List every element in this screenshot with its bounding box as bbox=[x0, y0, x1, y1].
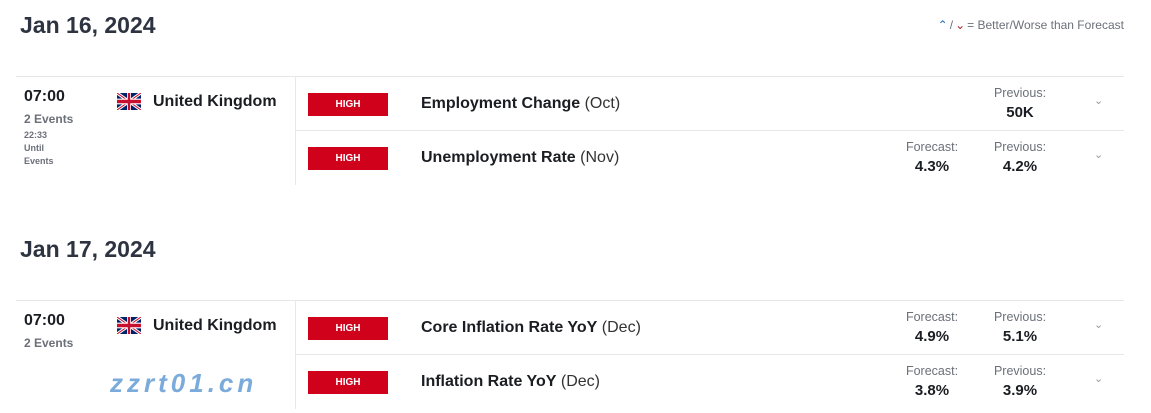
worse-than-forecast-icon: ⌄ bbox=[955, 18, 966, 32]
watermark: zzrt01.cn bbox=[110, 368, 258, 398]
countdown: 22:33 Until Events bbox=[24, 129, 54, 168]
forecast-value: 4.9% bbox=[914, 328, 950, 345]
previous-label: Previous: bbox=[993, 364, 1047, 378]
previous: Previous: 4.2% bbox=[985, 140, 1055, 175]
previous: Previous: 3.9% bbox=[985, 364, 1055, 399]
event-row[interactable]: HIGH Unemployment Rate (Nov) Forecast: 4.… bbox=[296, 131, 1124, 185]
impact-badge: HIGH bbox=[308, 317, 388, 340]
countdown-line: Until bbox=[24, 143, 44, 153]
event-row[interactable]: HIGH Inflation Rate YoY (Dec) Forecast: 3… bbox=[296, 355, 1124, 409]
date-heading: Jan 17, 2024 bbox=[20, 236, 156, 262]
event-title[interactable]: Core Inflation Rate YoY (Dec) bbox=[421, 319, 641, 337]
event-row[interactable]: HIGH Employment Change (Oct) Previous: 50… bbox=[296, 77, 1124, 131]
chevron-down-icon[interactable]: ⌄ bbox=[1094, 319, 1104, 331]
countdown-line: Events bbox=[24, 156, 54, 166]
group-info: 07:00 2 Events 22:33 Until Events United K… bbox=[16, 77, 296, 185]
event-group: 07:00 2 Events United Kingdom HIGH Core … bbox=[16, 300, 1124, 409]
previous-value: 4.2% bbox=[1002, 158, 1038, 175]
event-row[interactable]: HIGH Core Inflation Rate YoY (Dec) Forec… bbox=[296, 301, 1124, 355]
forecast: Forecast: 4.3% bbox=[897, 140, 967, 175]
country-name: United Kingdom bbox=[153, 93, 277, 110]
forecast-value: 3.8% bbox=[914, 382, 950, 399]
event-count: 2 Events bbox=[24, 112, 74, 126]
previous-label: Previous: bbox=[993, 140, 1047, 154]
chevron-down-icon[interactable]: ⌄ bbox=[1094, 95, 1104, 107]
forecast-label: Forecast: bbox=[905, 140, 959, 154]
forecast-legend: ⌃ / ⌄ = Better/Worse than Forecast bbox=[937, 18, 1124, 32]
group-info: 07:00 2 Events United Kingdom bbox=[16, 301, 296, 409]
better-than-forecast-icon: ⌃ bbox=[937, 18, 948, 32]
previous-label: Previous: bbox=[993, 86, 1047, 100]
event-group: 07:00 2 Events 22:33 Until Events United K… bbox=[16, 76, 1124, 185]
previous-value: 5.1% bbox=[1002, 328, 1038, 345]
previous-value: 50K bbox=[1006, 104, 1034, 121]
country-name: United Kingdom bbox=[153, 317, 277, 334]
forecast-label: Forecast: bbox=[905, 364, 959, 378]
previous-value: 3.9% bbox=[1002, 382, 1038, 399]
event-title[interactable]: Inflation Rate YoY (Dec) bbox=[421, 373, 600, 391]
event-name: Core Inflation Rate YoY bbox=[421, 319, 598, 336]
event-title[interactable]: Unemployment Rate (Nov) bbox=[421, 149, 619, 167]
impact-badge: HIGH bbox=[308, 147, 388, 170]
uk-flag-icon bbox=[116, 315, 142, 336]
countdown-line: 22:33 bbox=[24, 130, 48, 140]
event-time: 07:00 bbox=[24, 312, 65, 329]
event-period: (Dec) bbox=[601, 319, 641, 336]
previous: Previous: 50K bbox=[985, 86, 1055, 121]
chevron-down-icon[interactable]: ⌄ bbox=[1094, 149, 1104, 161]
forecast-value: 4.3% bbox=[914, 158, 950, 175]
previous-label: Previous: bbox=[993, 310, 1047, 324]
event-time: 07:00 bbox=[24, 88, 65, 105]
forecast-label: Forecast: bbox=[905, 310, 959, 324]
event-period: (Oct) bbox=[584, 95, 621, 112]
event-name: Unemployment Rate bbox=[421, 149, 576, 166]
previous: Previous: 5.1% bbox=[985, 310, 1055, 345]
event-period: (Nov) bbox=[580, 149, 620, 166]
impact-badge: HIGH bbox=[308, 93, 388, 116]
legend-text: = Better/Worse than Forecast bbox=[967, 18, 1124, 32]
event-name: Inflation Rate YoY bbox=[421, 373, 557, 390]
event-title[interactable]: Employment Change (Oct) bbox=[421, 95, 620, 113]
event-name: Employment Change bbox=[421, 95, 581, 112]
date-heading: Jan 16, 2024 bbox=[20, 12, 156, 38]
impact-badge: HIGH bbox=[308, 371, 388, 394]
forecast: Forecast: 3.8% bbox=[897, 364, 967, 399]
uk-flag-icon bbox=[116, 91, 142, 112]
event-period: (Dec) bbox=[560, 373, 600, 390]
forecast: Forecast: 4.9% bbox=[897, 310, 967, 345]
event-count: 2 Events bbox=[24, 336, 74, 350]
chevron-down-icon[interactable]: ⌄ bbox=[1094, 373, 1104, 385]
